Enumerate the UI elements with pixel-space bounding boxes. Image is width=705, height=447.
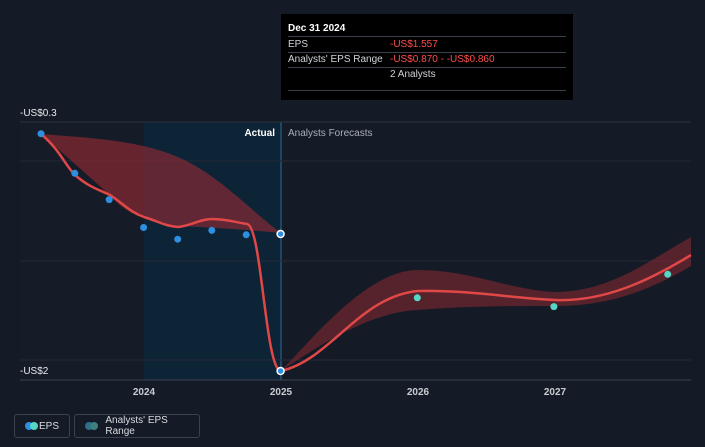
x-tick-label: 2025 bbox=[270, 387, 293, 398]
eps-data-point[interactable] bbox=[276, 229, 285, 239]
x-tick-label: 2026 bbox=[407, 387, 430, 398]
range-legend-icon bbox=[85, 422, 98, 430]
eps-forecast-point[interactable] bbox=[664, 270, 672, 278]
legend-range-label: Analysts' EPS Range bbox=[105, 415, 168, 437]
y-tick-label: -US$2 bbox=[20, 366, 49, 377]
eps-forecast-line bbox=[280, 253, 692, 373]
eps-forecast-point[interactable] bbox=[413, 294, 421, 302]
tooltip-label bbox=[288, 68, 390, 90]
eps-tooltip: Dec 31 2024 EPS -US$1.557 Analysts' EPS … bbox=[281, 14, 573, 100]
tooltip-row-range: Analysts' EPS Range -US$0.870 - -US$0.86… bbox=[288, 53, 566, 68]
actual-label: Actual bbox=[244, 128, 275, 139]
tooltip-value: -US$0.870 - -US$0.860 bbox=[390, 54, 495, 65]
eps-range-band-forecast bbox=[281, 237, 691, 371]
eps-forecast-point[interactable] bbox=[276, 366, 285, 376]
eps-legend-icon bbox=[25, 422, 38, 430]
eps-data-point[interactable] bbox=[174, 235, 182, 243]
eps-data-point[interactable] bbox=[37, 130, 45, 138]
tooltip-value: -US$1.557 bbox=[390, 39, 438, 50]
eps-data-point[interactable] bbox=[242, 231, 250, 239]
x-tick-label: 2027 bbox=[544, 387, 567, 398]
legend-eps-label: EPS bbox=[38, 420, 59, 432]
eps-data-point[interactable] bbox=[71, 169, 79, 177]
legend-eps-button[interactable]: EPS bbox=[14, 414, 70, 438]
eps-data-point[interactable] bbox=[140, 224, 148, 231]
eps-data-point[interactable] bbox=[105, 196, 113, 204]
tooltip-row-eps: EPS -US$1.557 bbox=[288, 38, 566, 53]
tooltip-label: Analysts' EPS Range bbox=[288, 54, 383, 65]
eps-forecast-point[interactable] bbox=[550, 303, 558, 311]
tooltip-label: EPS bbox=[288, 39, 309, 50]
tooltip-date: Dec 31 2024 bbox=[288, 21, 566, 37]
eps-range-band-actual bbox=[41, 134, 281, 233]
forecast-label: Analysts Forecasts bbox=[288, 128, 372, 139]
eps-line bbox=[40, 133, 282, 373]
y-tick-label: -US$0.3 bbox=[20, 108, 57, 119]
legend-range-button[interactable]: Analysts' EPS Range bbox=[74, 414, 200, 438]
tooltip-value: 2 Analysts bbox=[390, 69, 436, 80]
tooltip-row-analysts: 2 Analysts bbox=[288, 68, 566, 91]
eps-data-point[interactable] bbox=[208, 226, 216, 234]
x-tick-label: 2024 bbox=[133, 387, 156, 398]
